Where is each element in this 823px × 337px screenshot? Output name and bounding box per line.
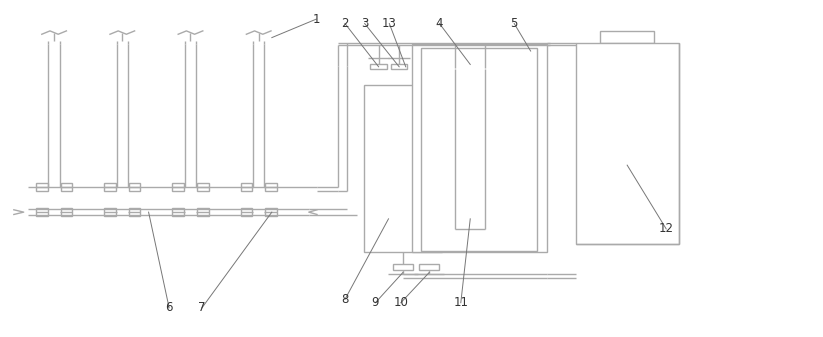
Bar — [105, 183, 116, 191]
Bar — [172, 209, 184, 216]
Bar — [364, 85, 442, 252]
Bar — [447, 49, 462, 64]
Bar — [419, 264, 439, 270]
Bar — [423, 68, 518, 236]
Bar — [197, 209, 208, 216]
Bar — [588, 101, 666, 229]
Bar — [197, 183, 208, 191]
Bar — [265, 183, 277, 191]
Text: 11: 11 — [453, 296, 468, 309]
Bar — [412, 44, 547, 252]
Bar — [421, 48, 537, 251]
Bar — [393, 264, 412, 270]
Text: 5: 5 — [510, 17, 518, 30]
Bar — [129, 183, 141, 191]
Bar — [129, 209, 141, 216]
Bar — [370, 64, 387, 69]
Text: 4: 4 — [435, 17, 443, 30]
Bar — [36, 209, 48, 216]
Bar — [240, 209, 252, 216]
Bar — [601, 31, 654, 43]
Text: 12: 12 — [658, 222, 674, 236]
Bar — [616, 41, 639, 101]
Bar — [265, 209, 277, 216]
Text: 8: 8 — [342, 293, 349, 306]
Text: 2: 2 — [342, 17, 349, 30]
Text: 1: 1 — [313, 13, 320, 26]
Text: 9: 9 — [372, 296, 379, 309]
Bar — [61, 183, 72, 191]
Text: 6: 6 — [165, 301, 173, 314]
Bar — [61, 209, 72, 216]
Bar — [36, 183, 48, 191]
Bar — [478, 49, 493, 64]
Text: 3: 3 — [361, 17, 369, 30]
Bar — [105, 209, 116, 216]
Bar — [172, 183, 184, 191]
Bar — [576, 43, 678, 244]
Bar — [430, 70, 511, 233]
Bar — [391, 64, 407, 69]
Text: 7: 7 — [198, 301, 206, 314]
Text: 10: 10 — [393, 296, 408, 309]
Bar — [240, 183, 252, 191]
Text: 13: 13 — [382, 17, 397, 30]
